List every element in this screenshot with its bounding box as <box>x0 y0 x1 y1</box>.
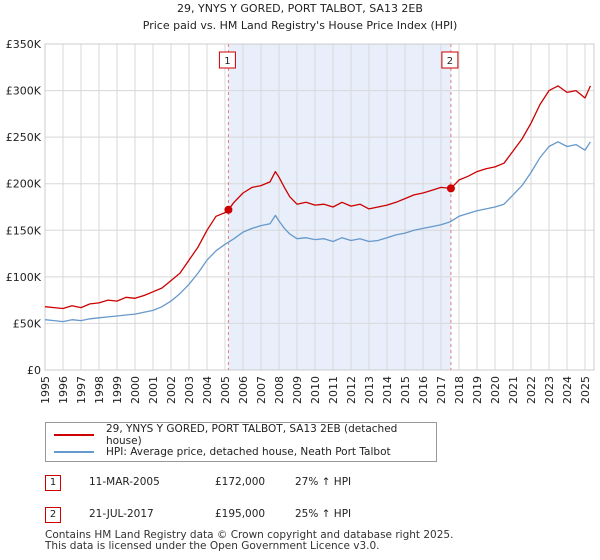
x-tick-label: 2003 <box>183 376 196 404</box>
sale-point <box>446 184 455 193</box>
y-tick-label: £250K <box>6 131 42 144</box>
x-tick-label: 2017 <box>435 376 448 404</box>
x-tick-label: 2018 <box>453 376 466 404</box>
x-tick-label: 2025 <box>579 376 592 404</box>
sale-marker-label: 1 <box>224 56 230 67</box>
sale-marker-box <box>441 51 459 69</box>
x-tick-label: 2014 <box>381 376 394 404</box>
transaction-row: 1 11-MAR-2005 £172,000 27% ↑ HPI <box>45 474 565 496</box>
x-tick-label: 1996 <box>57 376 70 404</box>
transaction-hpi: 27% ↑ HPI <box>295 476 352 488</box>
legend-item-property: 29, YNYS Y GORED, PORT TALBOT, SA13 2EB … <box>46 423 436 447</box>
plot-border <box>44 43 595 371</box>
x-tick-label: 2008 <box>273 376 286 404</box>
property-price-line <box>44 85 591 310</box>
x-tick-label: 2022 <box>525 376 538 404</box>
y-tick-label: £150K <box>6 224 42 237</box>
transaction-marker: 1 <box>45 475 61 491</box>
x-tick-label: 2007 <box>255 376 268 404</box>
transaction-hpi: 25% ↑ HPI <box>295 508 352 520</box>
x-tick-label: 1995 <box>39 376 52 404</box>
x-tick-label: 2016 <box>417 376 430 404</box>
y-tick-label: £350K <box>6 38 42 51</box>
x-tick-label: 2019 <box>471 376 484 404</box>
footer-licence: This data is licensed under the Open Gov… <box>45 540 380 552</box>
x-tick-label: 2011 <box>327 376 340 404</box>
x-tick-label: 2009 <box>291 376 304 404</box>
chart-subtitle: Price paid vs. HM Land Registry's House … <box>143 19 458 32</box>
x-tick-label: 1997 <box>75 376 88 404</box>
legend-item-hpi: HPI: Average price, detached house, Neat… <box>46 443 391 461</box>
shaded-period <box>228 44 451 370</box>
x-tick-label: 2001 <box>147 376 160 404</box>
y-tick-label: £300K <box>6 85 42 98</box>
sale-marker-label: 2 <box>447 56 453 67</box>
hpi-line <box>44 141 591 323</box>
price-chart: 29, YNYS Y GORED, PORT TALBOT, SA13 2EB … <box>6 2 595 404</box>
x-tick-label: 2013 <box>363 376 376 404</box>
legend: 29, YNYS Y GORED, PORT TALBOT, SA13 2EB … <box>45 422 437 462</box>
x-tick-label: 2024 <box>561 376 574 404</box>
x-tick-label: 2000 <box>129 376 142 404</box>
sale-point <box>224 205 233 214</box>
footer-copyright: Contains HM Land Registry data © Crown c… <box>45 529 454 541</box>
y-tick-label: £50K <box>13 317 42 330</box>
x-tick-label: 2012 <box>345 376 358 404</box>
x-tick-label: 2002 <box>165 376 178 404</box>
footer: Contains HM Land Registry data © Crown c… <box>45 530 453 552</box>
y-tick-label: £0 <box>27 364 41 377</box>
legend-label-hpi: HPI: Average price, detached house, Neat… <box>106 446 391 458</box>
x-tick-label: 2005 <box>219 376 232 404</box>
y-tick-label: £100K <box>6 271 42 284</box>
x-tick-label: 1999 <box>111 376 124 404</box>
x-tick-label: 2010 <box>309 376 322 404</box>
transaction-date: 21-JUL-2017 <box>89 508 154 520</box>
transaction-marker: 2 <box>45 507 61 523</box>
legend-swatch-red <box>54 434 94 436</box>
x-tick-label: 2020 <box>489 376 502 404</box>
x-tick-label: 2015 <box>399 376 412 404</box>
transaction-price: £195,000 <box>215 508 266 520</box>
y-tick-label: £200K <box>6 178 42 191</box>
transaction-date: 11-MAR-2005 <box>89 476 160 488</box>
x-tick-label: 1998 <box>93 376 106 404</box>
x-tick-label: 2023 <box>543 376 556 404</box>
transaction-row: 2 21-JUL-2017 £195,000 25% ↑ HPI <box>45 506 565 528</box>
sale-marker-box <box>218 51 236 69</box>
x-tick-label: 2006 <box>237 376 250 404</box>
chart-title: 29, YNYS Y GORED, PORT TALBOT, SA13 2EB <box>177 2 423 15</box>
legend-swatch-blue <box>54 451 94 453</box>
legend-label-property: 29, YNYS Y GORED, PORT TALBOT, SA13 2EB … <box>105 423 398 447</box>
x-tick-label: 2004 <box>201 376 214 404</box>
transaction-price: £172,000 <box>215 476 266 488</box>
x-tick-label: 2021 <box>507 376 520 404</box>
